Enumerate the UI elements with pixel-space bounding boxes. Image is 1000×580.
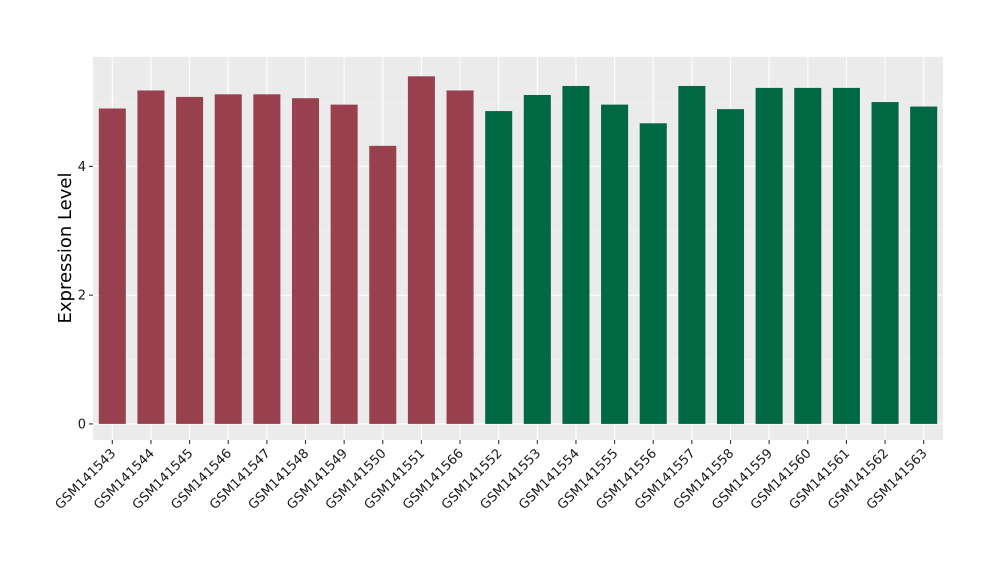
bar-GSM141562 (871, 102, 899, 424)
bar-GSM141552 (485, 111, 513, 424)
x-axis: GSM141543GSM141544GSM141545GSM141546GSM1… (53, 440, 931, 513)
bar-GSM141559 (755, 87, 783, 424)
y-tick-label: 4 (78, 160, 86, 175)
bar-GSM141561 (832, 87, 860, 424)
bar-GSM141553 (523, 94, 551, 424)
bar-GSM141549 (330, 104, 358, 424)
y-tick-label: 0 (78, 417, 86, 432)
bar-GSM141566 (446, 90, 474, 424)
bar-GSM141551 (407, 76, 435, 424)
bar-GSM141546 (214, 94, 242, 424)
bars (98, 76, 938, 424)
bar-GSM141550 (369, 145, 397, 424)
bar-GSM141557 (678, 85, 706, 424)
y-tick-label: 2 (78, 289, 86, 304)
bar-GSM141547 (253, 94, 281, 424)
bar-GSM141556 (639, 123, 667, 424)
bar-GSM141555 (601, 104, 629, 424)
bar-GSM141554 (562, 85, 590, 424)
bar-GSM141545 (176, 96, 204, 424)
bar-GSM141543 (98, 108, 126, 424)
bar-GSM141544 (137, 90, 165, 424)
y-axis: 0 2 4 (78, 160, 93, 432)
bar-GSM141560 (794, 87, 822, 424)
y-axis-title: Expression Level (55, 173, 76, 324)
bar-GSM141548 (291, 98, 320, 424)
bar-GSM141558 (716, 109, 745, 424)
bar-GSM141563 (910, 106, 938, 424)
